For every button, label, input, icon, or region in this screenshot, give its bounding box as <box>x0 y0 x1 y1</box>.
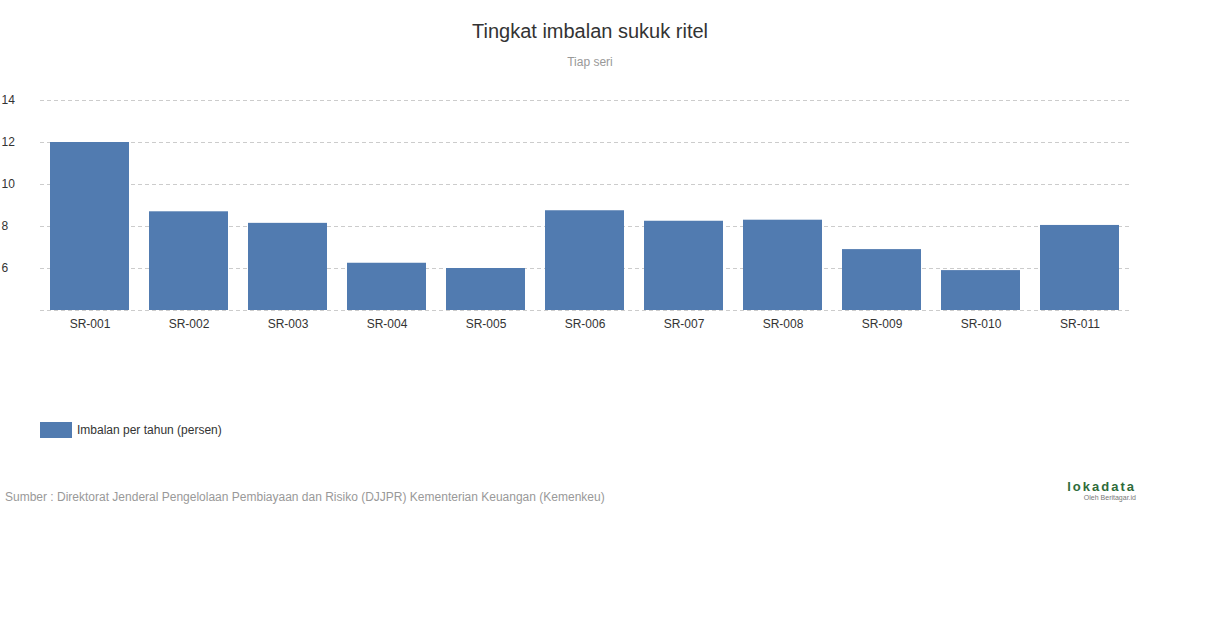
svg-text:SR-010: SR-010 <box>961 317 1002 331</box>
html-text:lokadata: lokadata <box>1067 479 1136 494</box>
svg-text:12: 12 <box>2 135 16 149</box>
html-text:Tiap seri: Tiap seri <box>567 55 613 69</box>
svg-text:SR-007: SR-007 <box>664 317 705 331</box>
html-text:Oleh Beritagar.id: Oleh Beritagar.id <box>1083 494 1136 501</box>
svg-text:SR-008: SR-008 <box>763 317 804 331</box>
html-text:Tingkat imbalan sukuk ritel: Tingkat imbalan sukuk ritel <box>472 20 708 42</box>
svg-text:SR-006: SR-006 <box>565 317 606 331</box>
html-text:Sumber : Direktorat Jenderal P: Sumber : Direktorat Jenderal Pengelolaan… <box>5 490 605 504</box>
svg-text:SR-003: SR-003 <box>268 317 309 331</box>
svg-text:SR-005: SR-005 <box>466 317 507 331</box>
svg-text:SR-002: SR-002 <box>169 317 210 331</box>
svg-text:SR-001: SR-001 <box>70 317 111 331</box>
svg-text:8: 8 <box>2 219 9 233</box>
svg-text:14: 14 <box>2 93 16 107</box>
svg-text:SR-009: SR-009 <box>862 317 903 331</box>
svg-text:10: 10 <box>2 177 16 191</box>
svg-text:SR-011: SR-011 <box>1060 317 1100 331</box>
svg-text:SR-004: SR-004 <box>367 317 408 331</box>
svg-text:6: 6 <box>2 261 9 275</box>
html-text:Imbalan per tahun (persen): Imbalan per tahun (persen) <box>77 423 222 437</box>
